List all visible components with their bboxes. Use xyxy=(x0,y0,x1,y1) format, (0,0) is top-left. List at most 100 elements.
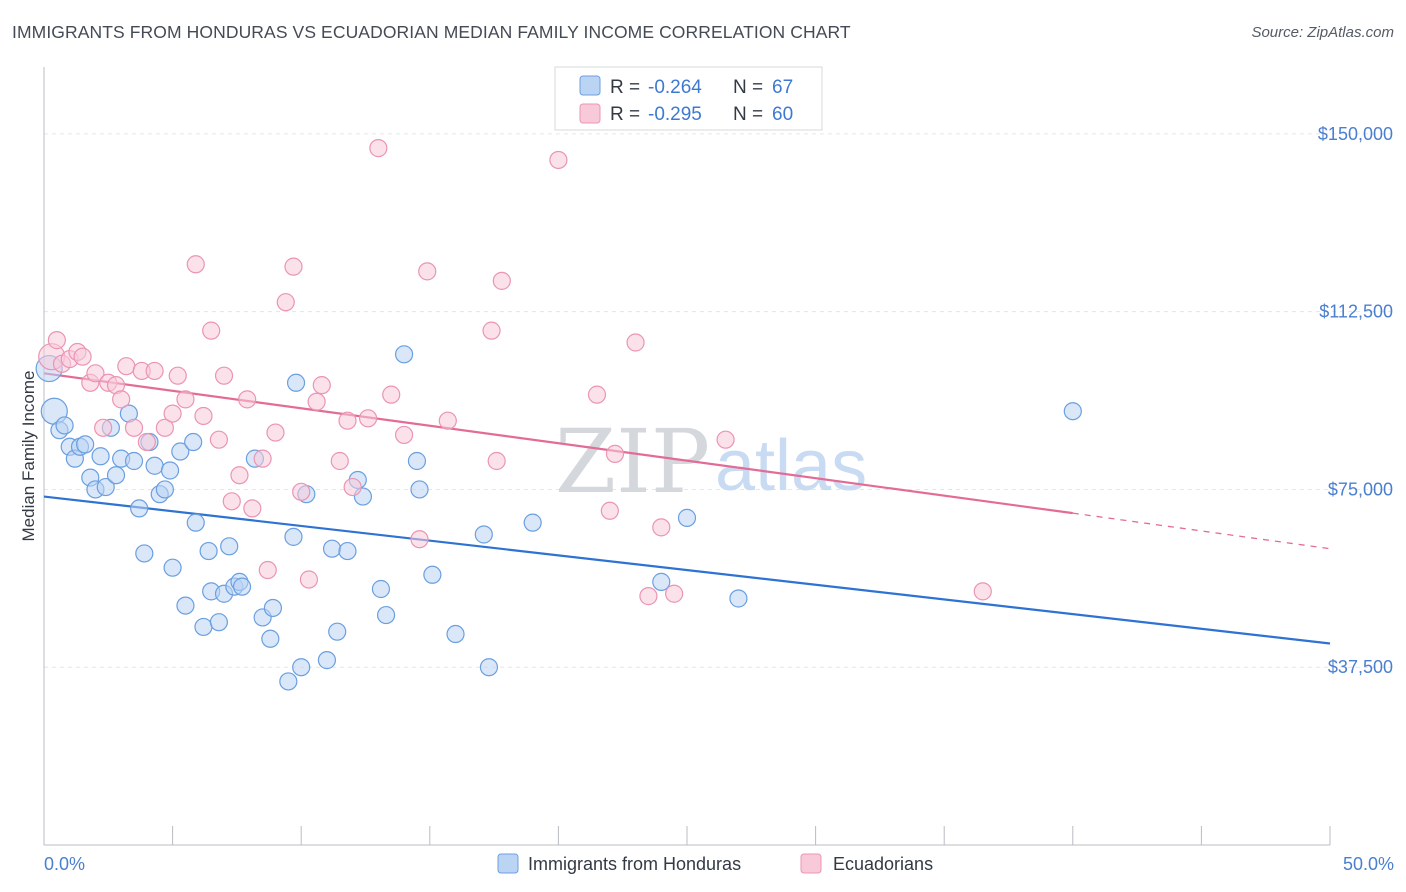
point-honduras-66 xyxy=(1063,402,1082,421)
point-honduras-28 xyxy=(186,513,205,532)
point-ecuadorians-46 xyxy=(410,530,429,549)
point-honduras-24 xyxy=(163,558,182,577)
point-honduras-43 xyxy=(284,527,303,546)
point-ecuadorians-15 xyxy=(137,432,156,452)
point-ecuadorians-40 xyxy=(338,411,357,430)
point-ecuadorians-42 xyxy=(358,409,378,428)
point-ecuadorians-26 xyxy=(222,492,241,511)
point-ecuadorians-19 xyxy=(168,366,187,385)
point-honduras-61 xyxy=(479,658,499,677)
point-ecuadorians-27 xyxy=(230,466,249,485)
point-ecuadorians-55 xyxy=(605,444,625,463)
bottom-legend-swatch-honduras xyxy=(497,853,519,874)
point-ecuadorians-16 xyxy=(145,361,164,381)
trend-lines xyxy=(43,372,1331,645)
point-ecuadorians-33 xyxy=(276,293,295,312)
point-honduras-49 xyxy=(328,622,347,641)
point-ecuadorians-50 xyxy=(487,451,506,471)
point-ecuadorians-24 xyxy=(209,430,228,449)
point-ecuadorians-47 xyxy=(418,262,437,281)
point-ecuadorians-25 xyxy=(214,366,234,385)
point-ecuadorians-51 xyxy=(492,271,511,290)
y-tick-label-1: $75,000 xyxy=(1328,479,1393,499)
legend-r-label-ecuadorians: R = xyxy=(610,104,640,125)
point-honduras-40 xyxy=(261,629,280,648)
legend-n-label-ecuadorians: N = xyxy=(733,104,763,125)
point-ecuadorians-58 xyxy=(652,518,671,537)
legend-swatch-ecuadorians xyxy=(579,103,601,124)
legend-n-label-honduras: N = xyxy=(733,77,763,98)
point-honduras-57 xyxy=(410,480,429,499)
point-ecuadorians-28 xyxy=(238,390,257,409)
point-honduras-48 xyxy=(322,539,342,558)
y-axis-title: Median Family Income xyxy=(19,370,38,541)
point-ecuadorians-48 xyxy=(438,411,457,430)
bottom-legend: Immigrants from Honduras Ecuadorians xyxy=(497,853,933,874)
point-ecuadorians-43 xyxy=(369,139,388,158)
point-ecuadorians-23 xyxy=(202,321,221,340)
trend-line-0 xyxy=(43,495,1331,645)
point-ecuadorians-36 xyxy=(299,570,319,589)
point-honduras-22 xyxy=(155,480,174,499)
point-honduras-63 xyxy=(652,572,671,591)
grid-lines xyxy=(44,133,1394,668)
data-points xyxy=(35,139,1082,691)
point-honduras-60 xyxy=(474,525,493,544)
point-ecuadorians-41 xyxy=(343,477,362,497)
point-ecuadorians-44 xyxy=(382,385,401,404)
legend: R = -0.264 N = 67 R = -0.295 N = 60 xyxy=(554,66,823,131)
point-ecuadorians-20 xyxy=(176,390,195,409)
point-ecuadorians-54 xyxy=(600,501,619,520)
point-ecuadorians-5 xyxy=(73,347,92,366)
point-honduras-34 xyxy=(220,537,239,556)
bottom-legend-label-ecuadorians: Ecuadorians xyxy=(833,854,933,874)
point-ecuadorians-8 xyxy=(94,418,113,437)
watermark-atlas: atlas xyxy=(715,426,867,506)
point-honduras-55 xyxy=(394,345,414,364)
point-ecuadorians-13 xyxy=(124,418,144,437)
point-honduras-45 xyxy=(292,658,311,677)
chart-title: IMMIGRANTS FROM HONDURAS VS ECUADORIAN M… xyxy=(12,22,851,42)
point-honduras-62 xyxy=(523,513,542,532)
point-ecuadorians-17 xyxy=(155,418,174,437)
x-tick-label-1: 50.0% xyxy=(1343,854,1394,874)
point-honduras-42 xyxy=(279,672,298,691)
point-ecuadorians-34 xyxy=(284,257,303,276)
point-honduras-58 xyxy=(423,565,442,584)
point-ecuadorians-31 xyxy=(258,560,277,580)
point-ecuadorians-12 xyxy=(117,357,136,376)
point-ecuadorians-30 xyxy=(253,449,272,468)
point-ecuadorians-49 xyxy=(482,321,501,340)
point-honduras-50 xyxy=(338,541,357,561)
point-honduras-27 xyxy=(184,432,203,452)
point-honduras-32 xyxy=(209,613,228,632)
point-honduras-23 xyxy=(160,461,180,480)
watermark: ZIP atlas xyxy=(555,410,867,513)
point-honduras-37 xyxy=(232,577,252,596)
watermark-zip: ZIP xyxy=(555,410,710,513)
point-honduras-44 xyxy=(286,373,306,392)
y-tick-label-3: $150,000 xyxy=(1318,124,1393,144)
point-ecuadorians-61 xyxy=(973,582,992,601)
point-honduras-7 xyxy=(76,435,95,454)
point-ecuadorians-1 xyxy=(47,331,66,350)
point-ecuadorians-7 xyxy=(86,364,105,383)
point-ecuadorians-11 xyxy=(112,390,131,409)
legend-r-label-honduras: R = xyxy=(610,77,640,98)
point-ecuadorians-29 xyxy=(243,499,262,518)
point-honduras-17 xyxy=(130,499,149,518)
point-ecuadorians-45 xyxy=(394,425,414,445)
legend-r-value-ecuadorians: -0.295 xyxy=(648,104,702,125)
point-honduras-64 xyxy=(677,508,697,527)
point-ecuadorians-38 xyxy=(312,376,331,395)
point-ecuadorians-18 xyxy=(163,404,182,423)
chart-source: Source: ZipAtlas.com xyxy=(1251,24,1394,41)
point-ecuadorians-52 xyxy=(549,150,568,170)
bottom-legend-swatch-ecuadorians xyxy=(800,853,822,874)
point-honduras-56 xyxy=(407,451,427,471)
point-honduras-3 xyxy=(55,416,74,435)
axes xyxy=(43,67,1331,846)
point-honduras-16 xyxy=(124,451,144,471)
point-honduras-11 xyxy=(96,477,115,497)
